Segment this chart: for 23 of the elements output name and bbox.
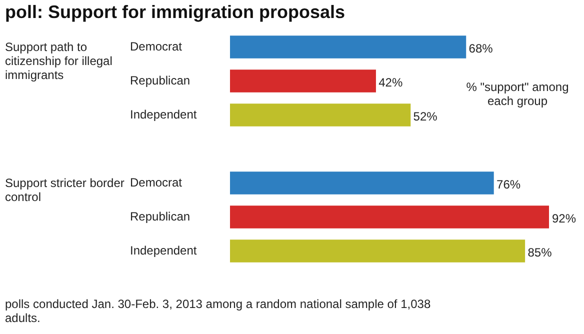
y-tick-label: Independent bbox=[130, 243, 198, 258]
y-tick-label: Democrat bbox=[130, 39, 183, 54]
data-label: 76% bbox=[496, 177, 521, 192]
text: Support stricter border control bbox=[5, 176, 125, 204]
bar bbox=[230, 104, 411, 126]
bar bbox=[230, 206, 549, 228]
bar bbox=[230, 70, 376, 92]
bar bbox=[230, 36, 466, 58]
bar bbox=[230, 172, 494, 194]
y-tick-label: Democrat bbox=[130, 175, 183, 190]
y-tick-label: Independent bbox=[130, 107, 198, 122]
y-tick-label: Republican bbox=[130, 209, 190, 224]
data-label: 85% bbox=[528, 245, 552, 260]
text: Support path to citizenship for illegal immigrants bbox=[5, 40, 114, 82]
data-label: 52% bbox=[413, 109, 438, 124]
data-label: 42% bbox=[378, 75, 403, 90]
text: polls conducted Jan. 30-Feb. 3, 2013 among a random national sample of 1,038 adults. bbox=[5, 297, 432, 325]
data-label: 92% bbox=[552, 211, 576, 226]
y-tick-label: Republican bbox=[130, 73, 190, 88]
data-label: 68% bbox=[468, 41, 494, 56]
chart-title: poll: Support for immigration proposals bbox=[5, 2, 345, 23]
annotation: % "support" among each group bbox=[465, 80, 570, 108]
bar bbox=[230, 240, 526, 262]
